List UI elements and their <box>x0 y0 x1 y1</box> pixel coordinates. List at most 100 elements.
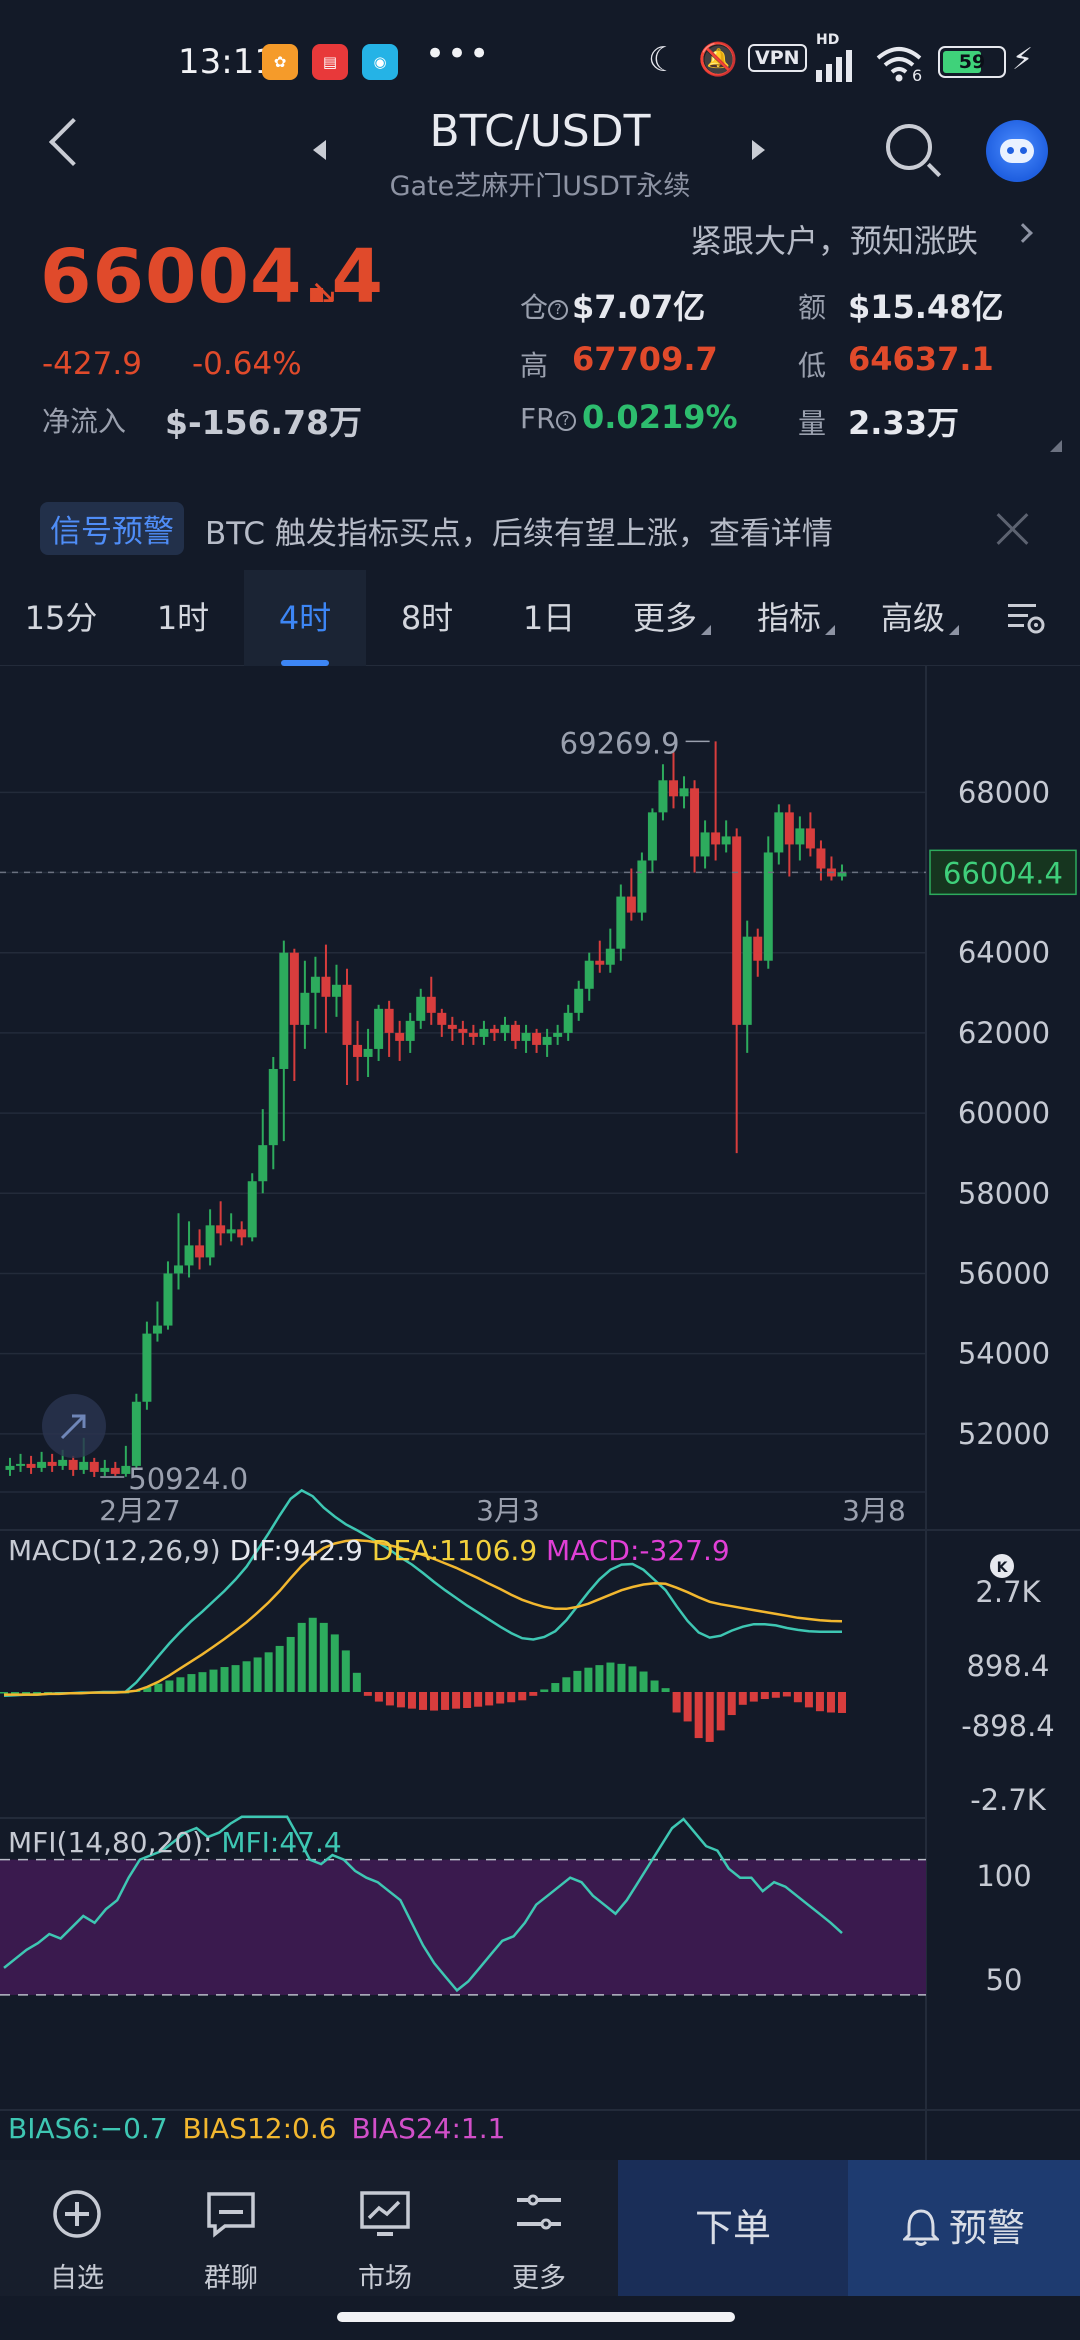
bias6-label: BIAS6:−0.7 <box>8 2112 168 2145</box>
macd-histogram-bar <box>804 1692 813 1708</box>
macd-histogram-bar <box>374 1692 383 1702</box>
candle-body <box>100 1467 110 1472</box>
candle-body <box>163 1273 173 1326</box>
close-icon[interactable] <box>995 512 1029 546</box>
min-price-label: 50924.0 <box>128 1462 248 1496</box>
tab-indicators[interactable]: 指标 <box>734 570 858 666</box>
candle-body <box>58 1459 68 1466</box>
chart-settings-icon[interactable] <box>1006 600 1046 636</box>
pair-title[interactable]: BTC/USDT <box>429 106 651 157</box>
macd-histogram-bar <box>683 1692 692 1722</box>
candle-body <box>732 836 742 1025</box>
macd-value-label: MACD:-327.9 <box>546 1534 730 1567</box>
tab-more[interactable]: 更多 <box>610 570 734 666</box>
tab-1h[interactable]: 1时 <box>156 599 210 637</box>
macd-histogram-bar <box>319 1622 328 1692</box>
mfi-tick-label: 50 <box>986 1963 1023 1997</box>
tab-advanced[interactable]: 高级 <box>858 570 982 666</box>
candle-body <box>700 832 710 857</box>
candle-body <box>616 896 626 949</box>
macd-histogram-bar <box>463 1692 472 1708</box>
y-tick-label: 56000 <box>958 1256 1050 1290</box>
collapse-icon-glyph: K <box>997 1560 1009 1576</box>
macd-histogram-bar <box>143 1686 152 1692</box>
candle-body <box>279 952 289 1069</box>
timeframe-tabs: 15分 1时 4时 8时 1日 更多 指标 高级 <box>0 570 1080 666</box>
candle-body <box>184 1245 194 1266</box>
candle-body <box>553 1032 563 1037</box>
candle-body <box>26 1463 36 1468</box>
tab-1d[interactable]: 1日 <box>522 599 576 637</box>
back-chevron-icon[interactable] <box>48 117 98 167</box>
robot-assistant-avatar[interactable] <box>986 120 1048 182</box>
macd-histogram-bar <box>838 1692 846 1713</box>
network-type: 6 <box>912 66 923 85</box>
dif-label: DIF:942.9 <box>230 1534 372 1567</box>
next-pair-arrow-icon[interactable] <box>752 140 765 160</box>
help-icon: ? <box>548 300 569 320</box>
price-alert-button[interactable]: 预警 <box>848 2160 1080 2296</box>
dropdown-triangle-icon <box>825 625 835 635</box>
tab-8h[interactable]: 8时 <box>400 599 454 637</box>
dif-line <box>3 1488 842 1698</box>
netflow-label: 净流入 <box>42 405 127 438</box>
search-icon[interactable] <box>886 124 932 170</box>
macd-histogram-bar <box>396 1692 405 1708</box>
candle-body <box>174 1265 184 1274</box>
candle-body <box>458 1028 468 1033</box>
candle-body <box>774 812 784 853</box>
candle-body <box>47 1461 57 1466</box>
candle-body <box>363 1048 373 1057</box>
macd-histogram-bar <box>242 1661 251 1692</box>
macd-tick-label: 2.7K <box>975 1575 1041 1609</box>
candle-body <box>511 1024 521 1041</box>
dropdown-triangle-icon <box>701 625 711 635</box>
candle-body <box>110 1467 120 1474</box>
charging-bolt-icon: ⚡ <box>1012 42 1034 77</box>
macd-histogram-bar <box>584 1667 593 1692</box>
expand-corner-icon[interactable] <box>1050 440 1062 452</box>
macd-histogram-bar <box>330 1634 339 1692</box>
macd-histogram-bar <box>826 1692 835 1713</box>
candlestick-series <box>0 741 926 1477</box>
tab-4h[interactable]: 4时 <box>244 570 366 666</box>
macd-histogram-bar <box>297 1622 306 1692</box>
candle-body <box>584 960 594 989</box>
funding-rate-label: FR? <box>520 402 576 435</box>
nav-group-chat[interactable]: 群聊 <box>154 2160 308 2296</box>
macd-histogram-bar <box>760 1692 769 1700</box>
x-tick-label: 3月8 <box>842 1494 906 1527</box>
place-order-button[interactable]: 下单 <box>618 2160 848 2296</box>
chart-area[interactable]: 68000 64000 62000 60000 58000 56000 54000 52000… <box>0 666 1080 2160</box>
tab-15m[interactable]: 15分 <box>24 599 98 637</box>
candle-body <box>753 936 763 961</box>
pair-subtitle: Gate芝麻开门USDT永续 <box>389 171 691 202</box>
whale-tracking-link[interactable]: 紧跟大户，预知涨跌 <box>690 222 979 260</box>
macd-histogram-bar <box>33 1692 42 1694</box>
mfi-header: MFI(14,80,20): MFI:47.4 <box>8 1826 342 1859</box>
candle-body <box>489 1028 499 1033</box>
add-circle-icon <box>53 2190 101 2238</box>
signal-alert-tag[interactable]: 信号预警 <box>40 502 184 555</box>
candle-body <box>79 1461 89 1470</box>
candle-body <box>816 848 826 869</box>
macd-histogram-bar <box>496 1692 505 1704</box>
status-bar: 13:11 ✿ ▤ ◉ ••• ☾ 🔕 VPN HD 6 59 ⚡ <box>0 30 1080 94</box>
candle-body <box>152 1325 162 1334</box>
candle-body <box>205 1225 215 1258</box>
nav-market[interactable]: 市场 <box>308 2160 462 2296</box>
candle-body <box>142 1333 152 1402</box>
macd-histogram-bar <box>540 1689 549 1692</box>
candle-body <box>258 1145 268 1182</box>
candle-body <box>16 1463 26 1466</box>
macd-histogram-bar <box>231 1665 240 1692</box>
candle-body <box>595 960 605 965</box>
home-indicator[interactable] <box>337 2312 735 2322</box>
prev-pair-arrow-icon[interactable] <box>313 140 326 160</box>
netflow-value: $-156.78万 <box>165 403 363 442</box>
candle-body <box>426 996 436 1013</box>
candle-body <box>89 1461 99 1472</box>
signal-alert-text[interactable]: BTC 触发指标买点，后续有望上涨，查看详情 <box>205 516 833 552</box>
nav-more[interactable]: 更多 <box>462 2160 616 2296</box>
nav-watchlist[interactable]: 自选 <box>0 2160 154 2296</box>
